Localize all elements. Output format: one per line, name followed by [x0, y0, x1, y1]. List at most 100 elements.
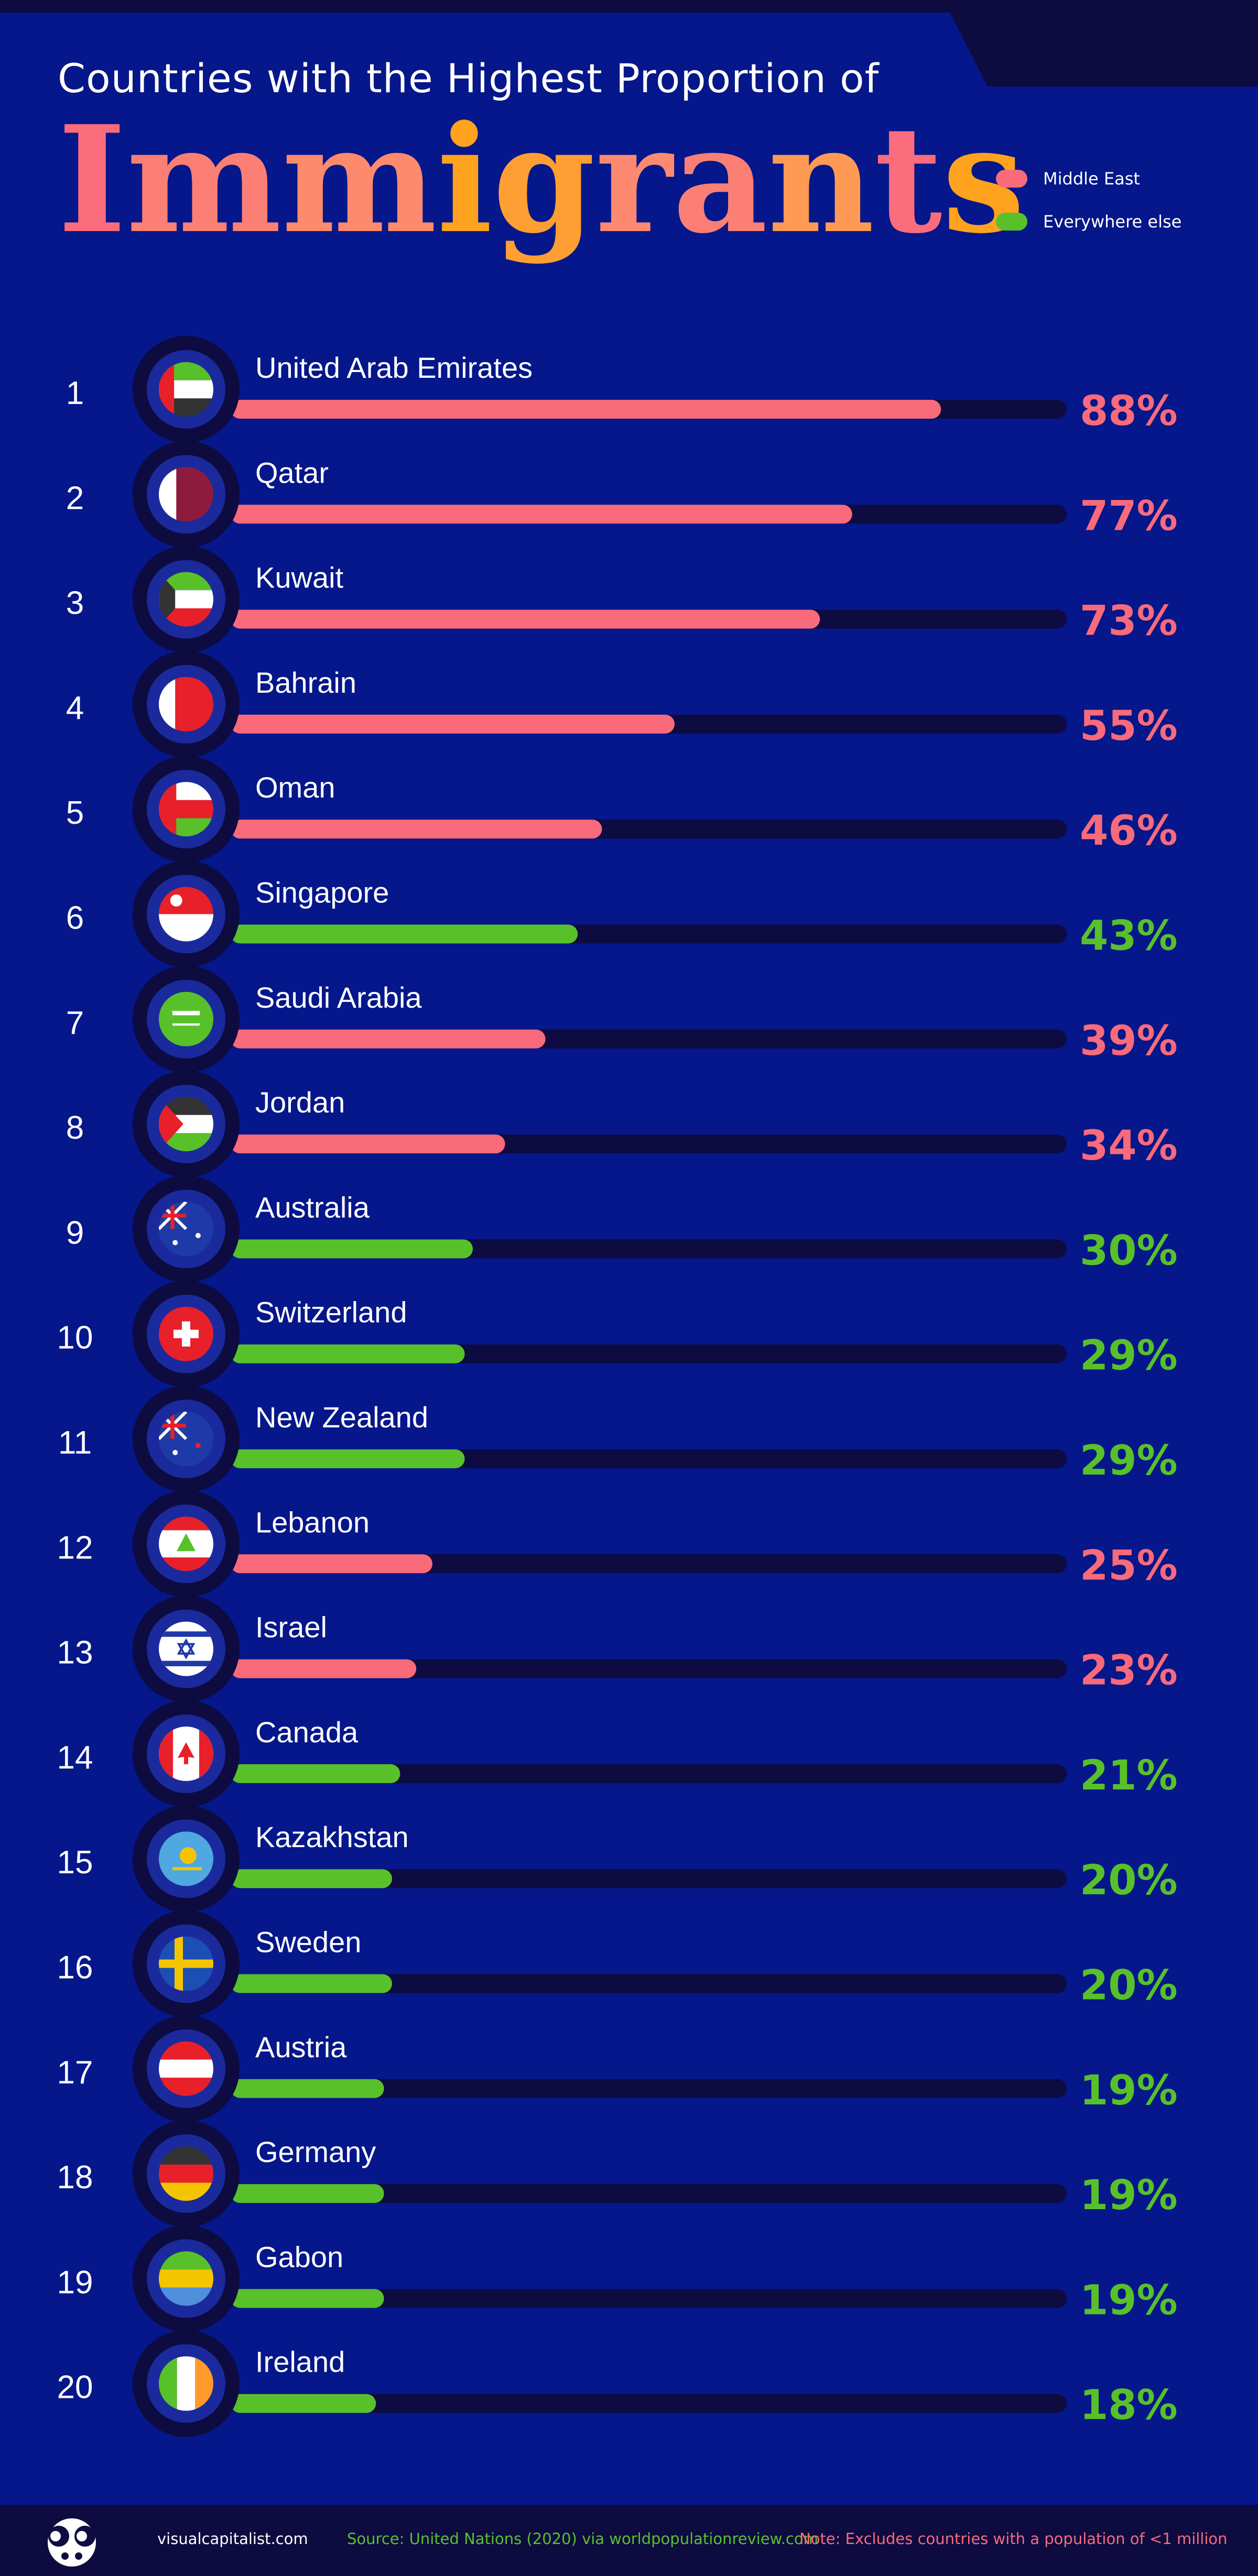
value-label: 55%: [1080, 703, 1178, 750]
chart-row: 18 Germany 19%: [57, 2120, 1178, 2228]
chart-row: 8 Jordan 34%: [66, 1071, 1178, 1178]
value-label: 77%: [1080, 493, 1178, 540]
uae-flag-icon: [159, 362, 213, 417]
country-label: Gabon: [255, 2240, 343, 2273]
bar: [231, 1449, 465, 1468]
bar-track: [231, 1554, 1067, 1574]
rank-label: 3: [66, 585, 84, 621]
source-text: Source: United Nations (2020) via worldp…: [347, 2530, 818, 2548]
country-label: Ireland: [255, 2345, 345, 2378]
chart-row: 6 Singapore 43%: [66, 860, 1178, 968]
value-label: 30%: [1080, 1227, 1178, 1274]
bar: [231, 1974, 392, 1993]
value-label: 23%: [1080, 1647, 1178, 1695]
legend: Middle East Everywhere else: [996, 168, 1181, 254]
bar: [231, 924, 578, 944]
chart-row: 16 Sweden 20%: [57, 1910, 1178, 2017]
rank-label: 6: [66, 900, 84, 936]
bar-chart: 1 United Arab Emirates 88% 2 Qatar 77% 3 Kuwait…: [57, 336, 1178, 2437]
chart-row: 11 New Zealand 29%: [58, 1385, 1178, 1492]
chart-row: 17 Austria 19%: [57, 2015, 1178, 2122]
value-label: 34%: [1080, 1122, 1178, 1170]
title-letter: i: [437, 94, 493, 266]
value-label: 19%: [1080, 2067, 1178, 2114]
legend-item: Middle East: [996, 168, 1181, 190]
title-letter: t: [874, 94, 942, 266]
rank-label: 17: [57, 2055, 93, 2091]
oman-flag-icon: [159, 782, 213, 837]
bar: [231, 609, 820, 629]
rank-label: 4: [66, 690, 84, 726]
rank-label: 12: [57, 1530, 93, 1566]
sweden-flag-icon: [159, 1936, 213, 1991]
bar: [231, 1029, 546, 1049]
value-label: 73%: [1080, 598, 1178, 645]
country-label: Germany: [255, 2135, 376, 2168]
country-label: Kuwait: [255, 561, 344, 594]
rank-label: 9: [66, 1215, 84, 1251]
rank-label: 1: [66, 375, 84, 411]
bar-track: [231, 2394, 1067, 2413]
chart-row: 15 Kazakhstan 20%: [57, 1805, 1178, 1913]
germany-flag-icon: [159, 2146, 213, 2201]
value-label: 39%: [1080, 1018, 1178, 1065]
brand-text: visualcapitalist.com: [157, 2530, 308, 2548]
bar-track: [231, 2079, 1067, 2098]
value-label: 43%: [1080, 913, 1178, 960]
bar: [231, 1554, 432, 1574]
value-label: 19%: [1080, 2277, 1178, 2324]
bar: [231, 1764, 400, 1783]
country-label: Kazakhstan: [255, 1820, 409, 1853]
title-letter: n: [767, 94, 875, 266]
bar: [231, 2289, 384, 2308]
australia-flag-icon: [159, 1202, 213, 1257]
chart-row: 13 Israel 23%: [57, 1595, 1178, 1702]
jordan-flag-icon: [159, 1097, 213, 1152]
bar-track: [231, 2289, 1067, 2308]
value-label: 20%: [1080, 1962, 1178, 2010]
lebanon-flag-icon: [159, 1516, 213, 1571]
value-label: 21%: [1080, 1752, 1178, 1799]
bar-track: [231, 1869, 1067, 1889]
bar-track: [231, 2184, 1067, 2203]
rank-label: 11: [58, 1425, 92, 1461]
country-label: United Arab Emirates: [255, 351, 533, 384]
switzerland-flag-icon: [159, 1306, 213, 1361]
bar: [231, 1344, 465, 1363]
title-letter: I: [58, 94, 126, 266]
ireland-flag-icon: [159, 2356, 213, 2411]
country-label: Qatar: [255, 456, 329, 489]
bar: [231, 820, 602, 839]
bar-track: [231, 1659, 1067, 1678]
bahrain-flag-icon: [159, 676, 213, 732]
bar-track: [231, 1974, 1067, 1993]
value-label: 29%: [1080, 1437, 1178, 1485]
chart-row: 12 Lebanon 25%: [57, 1490, 1178, 1598]
visual-capitalist-logo-icon: [48, 2518, 96, 2567]
rank-label: 20: [57, 2370, 93, 2406]
rank-label: 18: [57, 2159, 93, 2196]
rank-label: 19: [57, 2264, 93, 2300]
country-label: Oman: [255, 771, 335, 804]
rank-label: 2: [66, 480, 84, 516]
bar: [231, 2079, 384, 2098]
rank-label: 8: [66, 1110, 84, 1146]
rank-label: 13: [57, 1635, 93, 1671]
rank-label: 10: [57, 1320, 93, 1356]
note-text: Note: Excludes countries with a populati…: [799, 2530, 1228, 2548]
title-letter: m: [281, 94, 437, 266]
chart-row: 2 Qatar 77%: [66, 441, 1178, 548]
value-label: 18%: [1080, 2382, 1178, 2429]
country-label: Jordan: [255, 1086, 345, 1119]
value-label: 20%: [1080, 1857, 1178, 1904]
country-label: Israel: [255, 1611, 327, 1644]
austria-flag-icon: [159, 2041, 213, 2096]
bar: [231, 505, 852, 524]
bar-track: [231, 1764, 1067, 1783]
chart-row: 9 Australia 30%: [66, 1175, 1178, 1283]
bar: [231, 1659, 417, 1678]
title-letter: a: [673, 94, 768, 266]
legend-label: Middle East: [1043, 169, 1140, 189]
bar: [231, 400, 941, 419]
title-letter: r: [595, 94, 673, 266]
